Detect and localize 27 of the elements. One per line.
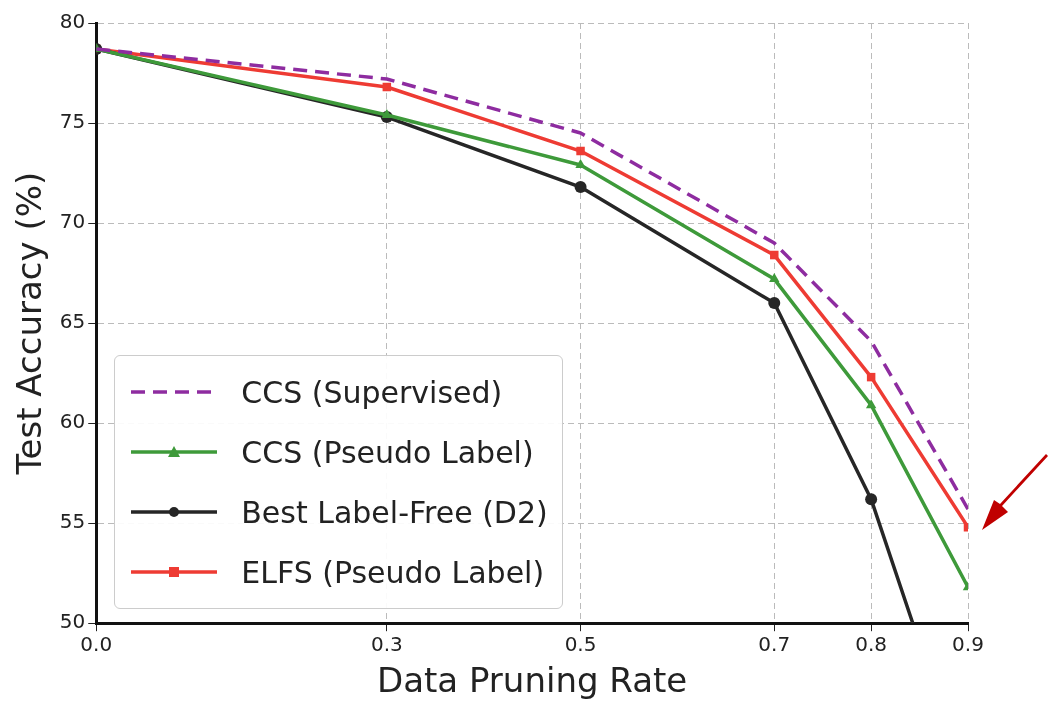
x-tick-label: 0.9 xyxy=(952,632,984,657)
legend-label: CCS (Supervised) xyxy=(241,374,503,410)
x-tick-label: 0.8 xyxy=(855,632,888,657)
point xyxy=(769,273,780,283)
legend-label: Best Label-Free (D2) xyxy=(241,494,548,530)
y-tick-label: 50 xyxy=(59,609,86,634)
x-tick-label: 0.7 xyxy=(758,632,791,657)
point xyxy=(574,181,587,194)
legend-label: CCS (Pseudo Label) xyxy=(241,434,534,470)
point xyxy=(865,399,877,409)
x-tick-label: 0.0 xyxy=(80,632,113,657)
point xyxy=(575,159,586,169)
x-tick-label: 0.5 xyxy=(564,632,597,657)
point xyxy=(576,146,585,156)
y-tick-label: 65 xyxy=(59,309,86,334)
y-tick-label: 70 xyxy=(59,209,86,234)
point xyxy=(770,250,779,260)
y-axis-title: Test Accuracy (%) xyxy=(9,171,50,476)
y-tick-label: 55 xyxy=(59,509,86,534)
legend-label: ELFS (Pseudo Label) xyxy=(241,554,545,590)
point xyxy=(768,297,781,310)
y-tick-label: 75 xyxy=(59,109,86,134)
x-axis-title: Data Pruning Rate xyxy=(376,660,688,701)
point xyxy=(865,493,878,506)
x-tick-label: 0.3 xyxy=(370,632,403,657)
y-tick-label: 60 xyxy=(59,409,86,434)
y-tick-label: 80 xyxy=(59,9,86,34)
